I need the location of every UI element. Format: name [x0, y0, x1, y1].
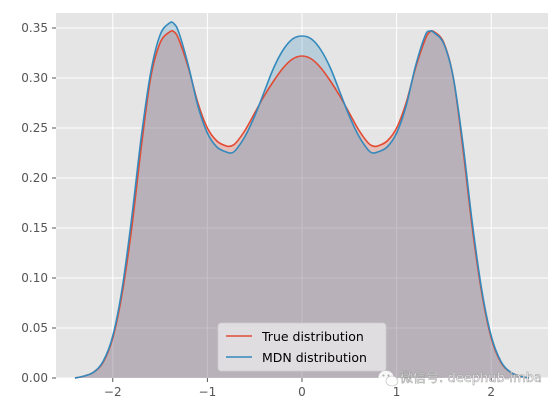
y-tick-label: 0.25: [21, 121, 48, 135]
y-tick-label: 0.05: [21, 321, 48, 335]
series-layer: [74, 21, 530, 379]
wechat-icon: [378, 370, 399, 387]
tick-layer: −2 −1 0 1 2 0.00 0.05 0.10 0.15 0.20 0.25 0.30 0.35: [21, 21, 495, 399]
y-tick-label: 0.20: [21, 171, 48, 185]
x-tick-label: −2: [104, 385, 122, 399]
x-tick-label: 0: [298, 385, 306, 399]
legend-label-mdn: MDN distribution: [262, 350, 367, 365]
x-tick-label: 1: [393, 385, 401, 399]
y-tick-label: 0.10: [21, 271, 48, 285]
y-tick-label: 0.15: [21, 221, 48, 235]
legend-label-true: True distribution: [261, 329, 364, 344]
series-area-0: [74, 30, 530, 378]
watermark: 微信号: deephub-imba: [378, 370, 542, 387]
legend: True distribution MDN distribution: [217, 322, 387, 372]
y-tick-label: 0.00: [21, 371, 48, 385]
legend-box: [217, 322, 387, 372]
series-line-1: [74, 21, 530, 379]
watermark-text: 微信号: deephub-imba: [400, 371, 542, 386]
x-tick-label: 2: [487, 385, 495, 399]
series-area-1: [74, 22, 530, 378]
x-tick-label: −1: [199, 385, 217, 399]
y-tick-label: 0.35: [21, 21, 48, 35]
y-tick-label: 0.30: [21, 71, 48, 85]
